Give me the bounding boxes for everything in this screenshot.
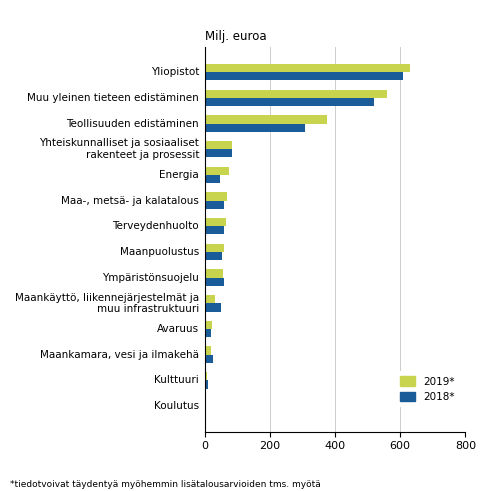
Bar: [205, 201, 224, 209]
Bar: [205, 347, 211, 355]
Bar: [205, 226, 223, 235]
Bar: [205, 192, 227, 201]
Bar: [205, 372, 207, 381]
Bar: [205, 295, 215, 303]
Bar: [205, 175, 220, 183]
Bar: [205, 252, 221, 260]
Bar: [205, 141, 232, 149]
Bar: [205, 381, 208, 388]
Bar: [205, 98, 374, 106]
Bar: [205, 115, 327, 124]
Bar: [205, 277, 223, 286]
Text: Milj. euroa: Milj. euroa: [205, 29, 266, 43]
Bar: [205, 329, 211, 337]
Bar: [205, 64, 410, 72]
Bar: [205, 270, 222, 277]
Bar: [205, 90, 387, 98]
Text: *tiedotvoivat täydentyä myöhemmin lisätalousarvioiden tms. myötä: *tiedotvoivat täydentyä myöhemmin lisäta…: [10, 480, 321, 489]
Bar: [205, 303, 221, 311]
Bar: [205, 167, 229, 175]
Legend: 2019*, 2018*: 2019*, 2018*: [394, 371, 460, 407]
Bar: [205, 149, 232, 158]
Bar: [205, 72, 403, 81]
Bar: [205, 218, 226, 226]
Bar: [205, 355, 213, 363]
Bar: [205, 321, 212, 329]
Bar: [205, 244, 224, 252]
Bar: [205, 124, 305, 132]
